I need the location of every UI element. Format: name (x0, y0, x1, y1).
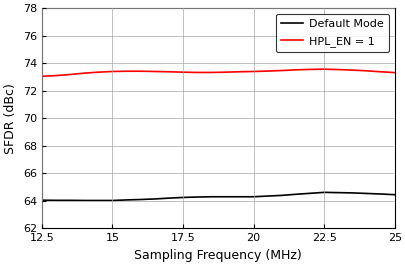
Default Mode (293, 193, 298, 196)
Default Mode (68, 199, 72, 202)
Default Mode (81, 199, 86, 202)
Default Mode (307, 192, 312, 195)
Default Mode (279, 194, 284, 197)
Default Mode (53, 199, 58, 202)
Y-axis label: SFDR (dBc): SFDR (dBc) (4, 83, 17, 154)
HPL_EN = 1 (363, 69, 368, 72)
Default Mode (335, 191, 340, 194)
HPL_EN = 1 (166, 70, 171, 73)
HPL_EN = 1 (138, 70, 143, 73)
Legend: Default Mode, HPL_EN = 1: Default Mode, HPL_EN = 1 (275, 14, 388, 52)
HPL_EN = 1 (293, 68, 298, 72)
Default Mode (208, 195, 213, 198)
HPL_EN = 1 (321, 68, 326, 71)
HPL_EN = 1 (264, 69, 269, 73)
Default Mode (251, 195, 256, 198)
Default Mode (237, 195, 241, 198)
Default Mode (110, 199, 115, 202)
HPL_EN = 1 (39, 75, 44, 78)
HPL_EN = 1 (53, 74, 58, 77)
Default Mode (194, 196, 199, 199)
HPL_EN = 1 (68, 73, 72, 76)
HPL_EN = 1 (222, 70, 227, 74)
HPL_EN = 1 (391, 71, 396, 74)
HPL_EN = 1 (377, 70, 382, 73)
HPL_EN = 1 (335, 68, 340, 71)
HPL_EN = 1 (307, 68, 312, 71)
Default Mode (39, 199, 44, 202)
HPL_EN = 1 (96, 70, 100, 74)
HPL_EN = 1 (180, 70, 185, 74)
HPL_EN = 1 (208, 71, 213, 74)
Default Mode (138, 198, 143, 201)
Line: HPL_EN = 1: HPL_EN = 1 (42, 69, 394, 76)
HPL_EN = 1 (152, 70, 157, 73)
HPL_EN = 1 (81, 72, 86, 75)
Default Mode (377, 192, 382, 196)
Default Mode (166, 197, 171, 200)
Default Mode (349, 191, 354, 194)
Default Mode (180, 196, 185, 199)
Line: Default Mode: Default Mode (42, 192, 394, 201)
HPL_EN = 1 (237, 70, 241, 73)
HPL_EN = 1 (110, 70, 115, 73)
Default Mode (391, 193, 396, 196)
HPL_EN = 1 (349, 69, 354, 72)
Default Mode (222, 195, 227, 198)
Default Mode (96, 199, 100, 202)
Default Mode (363, 192, 368, 195)
HPL_EN = 1 (194, 71, 199, 74)
Default Mode (321, 191, 326, 194)
HPL_EN = 1 (124, 70, 129, 73)
Default Mode (124, 198, 129, 202)
Default Mode (152, 197, 157, 201)
X-axis label: Sampling Frequency (MHz): Sampling Frequency (MHz) (134, 249, 301, 262)
HPL_EN = 1 (279, 69, 284, 72)
HPL_EN = 1 (251, 70, 256, 73)
Default Mode (264, 194, 269, 198)
